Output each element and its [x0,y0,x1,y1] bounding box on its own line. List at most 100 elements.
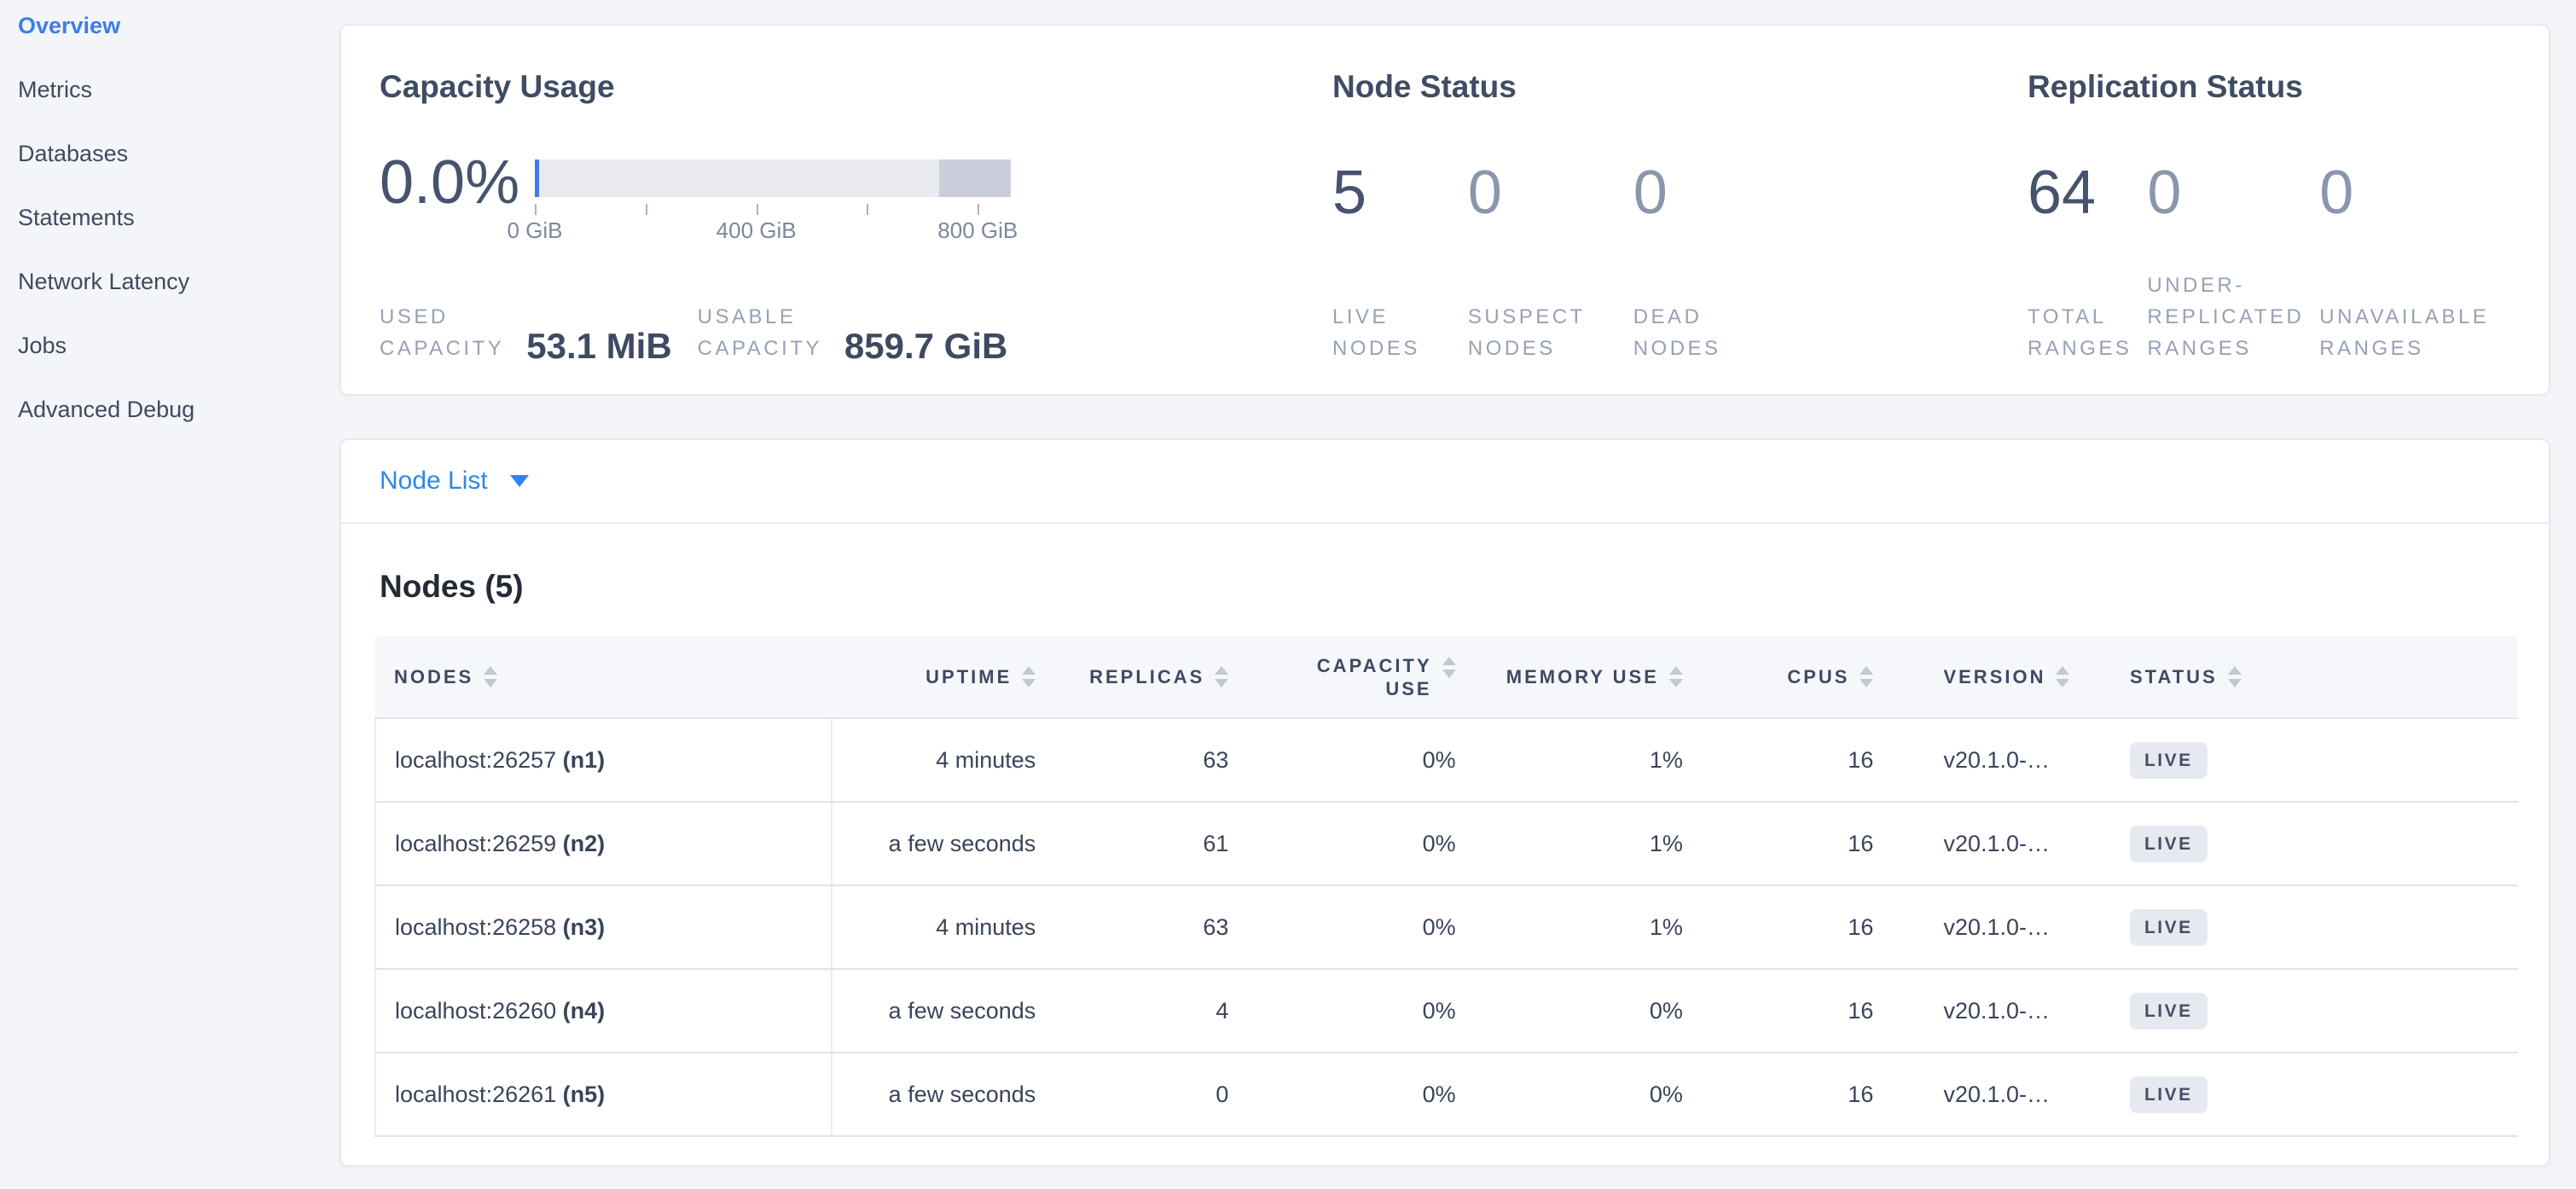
stat-label: LIVE NODES [1332,305,1420,360]
node-address-link[interactable]: localhost:26258 [395,914,557,940]
cluster-overview-card: Capacity Usage 0.0% 0 GiB 400 GiB 800 GiB … [339,24,2550,396]
sort-icon [484,666,498,687]
node-id: (n4) [556,997,606,1024]
cell-uptime: a few seconds [832,969,1055,1053]
node-address-link[interactable]: localhost:26260 [395,997,557,1024]
column-header-version[interactable]: VERSION [1892,636,2079,719]
capacity-usage-section: Capacity Usage 0.0% 0 GiB 400 GiB 800 GiB … [380,68,1018,364]
axis-tick [867,204,869,215]
node-status-stats: 5 LIVE NODES 0 SUSPECT NODES 0 DEAD NODES [1332,160,1929,364]
cell-version: v20.1.0-bet… [1892,969,2079,1053]
sort-desc-icon [1668,679,1683,687]
column-header-memory-use[interactable]: MEMORY USE [1474,636,1702,719]
cell-memory-use: 1% [1474,802,1702,886]
column-header-inner: CAPACITY USE [1266,654,1456,700]
live-nodes-stat: 5 LIVE NODES [1332,160,1420,364]
stat-value: 859.7 GiB [844,326,1008,366]
sort-icon [2227,666,2242,687]
column-header-cpus[interactable]: CPUS [1701,636,1893,719]
table-row-n2: localhost:26259 (n2) a few seconds 61 0% 1% 1… [374,802,2518,886]
sort-desc-icon [1859,679,1874,687]
sort-asc-icon [1668,666,1683,675]
sidebar-item-databases[interactable]: Databases [18,140,129,166]
sort-desc-icon [1022,679,1036,687]
stat-label: DEAD NODES [1633,305,1721,360]
node-address-link[interactable]: localhost:26259 [395,830,557,856]
status-badge: LIVE [2129,1076,2208,1113]
column-header-nodes[interactable]: NODES [375,636,833,719]
sort-icon [2056,666,2070,687]
sort-asc-icon [1442,656,1456,665]
column-header-label: CAPACITY USE [1316,654,1432,699]
dead-nodes-stat: 0 DEAD NODES [1633,160,1721,364]
status-badge: LIVE [2129,908,2208,946]
column-header-capacity-use[interactable]: CAPACITY USE [1247,636,1475,719]
column-header-label: MEMORY USE [1506,666,1659,687]
main-content: Capacity Usage 0.0% 0 GiB 400 GiB 800 GiB … [339,0,2550,1167]
capacity-bar-reserved [938,160,1011,197]
cell-status: LIVE [2078,1053,2518,1137]
cell-replicas: 4 [1054,969,1248,1053]
stat-label: TOTAL RANGES [2028,305,2132,360]
capacity-stats: USED CAPACITY 53.1 MiB USABLE CAPACITY 859.7 … [380,301,1015,364]
stat-value: 0 [2147,159,2182,227]
cell-version: v20.1.0-bet… [1892,802,2079,886]
cell-cpus: 16 [1701,718,1893,803]
cell-memory-use: 1% [1474,718,1702,803]
node-id: (n2) [556,830,606,856]
sort-asc-icon [2227,666,2242,675]
axis-tick-label: 400 GiB [716,218,797,243]
cell-capacity-use: 0% [1247,718,1475,803]
sidebar-item-advanced-debug[interactable]: Advanced Debug [18,396,195,422]
sidebar-item-statements[interactable]: Statements [18,204,135,230]
cell-uptime: a few seconds [832,1053,1055,1137]
column-header-label: CPUS [1787,666,1850,687]
node-address-link[interactable]: localhost:26257 [395,746,557,773]
sort-asc-icon [2056,666,2070,675]
stat-value: 0 [1467,159,1502,227]
replication-status-section: Replication Status 64 TOTAL RANGES 0 UNDER- R… [2028,68,2556,364]
used-capacity-stat: USED CAPACITY 53.1 MiB [380,301,672,364]
node-address-link[interactable]: localhost:26261 [395,1081,557,1107]
node-status-section: Node Status 5 LIVE NODES 0 SUSPECT NODES 0 DEAD… [1332,68,1929,364]
capacity-used-percent: 0.0% [380,148,520,217]
sidebar-item-jobs[interactable]: Jobs [18,332,67,358]
cell-version: v20.1.0-bet… [1892,885,2079,970]
capacity-bar-used [535,160,539,197]
column-header-label: REPLICAS [1089,666,1205,687]
sort-icon [1668,666,1683,687]
cell-status: LIVE [2078,885,2518,970]
node-list-card: Node List Nodes (5) NODES UPTIME REPLICAS C… [339,438,2550,1167]
cell-replicas: 61 [1054,802,1248,886]
column-header-status[interactable]: STATUS [2078,636,2518,719]
sidebar-item-network-latency[interactable]: Network Latency [18,268,190,294]
stat-value: 53.1 MiB [526,326,672,366]
stat-value: 64 [2028,159,2097,227]
capacity-chart: 0.0% 0 GiB 400 GiB 800 GiB [380,149,1018,245]
nodes-table-body: localhost:26257 (n1) 4 minutes 63 0% 1% 16 v20… [374,718,2518,1137]
cell-capacity-use: 0% [1247,885,1475,970]
table-row-n3: localhost:26258 (n3) 4 minutes 63 0% 1% 16 v20… [374,885,2518,970]
capacity-bar [535,160,1011,197]
cell-nodes: localhost:26259 (n2) [374,802,833,886]
sidebar-item-overview[interactable]: Overview [18,12,121,38]
sidebar-item-metrics[interactable]: Metrics [18,76,92,102]
column-header-replicas[interactable]: REPLICAS [1054,636,1248,719]
table-row-n4: localhost:26260 (n4) a few seconds 4 0% 0% 16… [374,969,2518,1053]
node-id: (n3) [556,914,606,940]
cell-cpus: 16 [1701,802,1893,886]
capacity-axis-labels: 0 GiB 400 GiB 800 GiB [507,218,1018,245]
column-header-label: UPTIME [925,666,1012,687]
column-header-uptime[interactable]: UPTIME [832,636,1055,719]
column-header-inner: CPUS [1720,665,1874,688]
replication-status-stats: 64 TOTAL RANGES 0 UNDER- REPLICATED RANGES 0 UNA… [2028,160,2556,364]
sort-desc-icon [484,679,498,687]
cell-status: LIVE [2078,802,2518,886]
cell-cpus: 16 [1701,969,1893,1053]
node-list-dropdown[interactable]: Node List [341,440,2549,524]
nodes-count-heading: Nodes (5) [380,569,524,604]
cell-nodes: localhost:26258 (n3) [374,885,833,970]
node-list-dropdown-label: Node List [380,467,488,495]
sort-asc-icon [1215,666,1229,675]
stat-value: 0 [2319,159,2354,227]
